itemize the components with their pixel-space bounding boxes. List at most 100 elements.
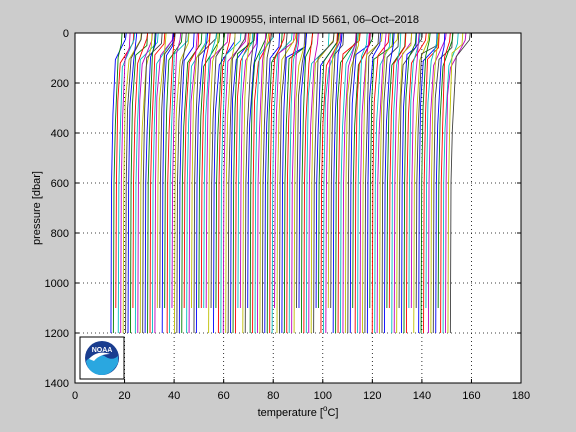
temperature-profile <box>293 32 306 334</box>
temperature-profile <box>203 32 217 309</box>
temperature-profile <box>200 32 211 309</box>
temperature-profile <box>183 32 200 309</box>
y-tick-label: 1000 <box>45 278 69 290</box>
temperature-profile <box>249 32 268 334</box>
temperature-profile <box>423 32 440 334</box>
temperature-profile <box>149 32 166 334</box>
temperature-profile <box>366 32 381 334</box>
temperature-profile <box>257 32 267 334</box>
x-tick-label: 180 <box>512 390 530 402</box>
temperature-profile <box>432 32 454 334</box>
profile-lines <box>110 32 471 334</box>
temperature-profile <box>188 32 198 334</box>
temperature-profile <box>110 32 127 334</box>
temperature-profile <box>327 32 341 309</box>
temperature-profile <box>330 32 345 309</box>
temperature-profile <box>156 32 167 309</box>
temperature-profile <box>178 32 195 334</box>
temperature-profile <box>154 32 174 334</box>
temperature-profile <box>278 32 288 334</box>
y-axis-label: pressure [dbar] <box>31 171 43 245</box>
temperature-profile <box>169 32 189 334</box>
temperature-profile <box>291 32 300 334</box>
y-tick-labels: 0 200 400 600 800 1000 1200 1400 <box>45 28 69 390</box>
temperature-profile <box>127 32 138 334</box>
axes-frame <box>74 32 522 384</box>
temperature-profile <box>322 32 343 334</box>
temperature-profile <box>427 32 447 334</box>
logo-text: NOAA <box>92 347 113 354</box>
temperature-profile <box>120 32 131 334</box>
temperature-profile <box>151 32 175 334</box>
temperature-profile <box>147 32 156 334</box>
temperature-profile <box>410 32 420 309</box>
x-tick-label: 60 <box>218 390 230 402</box>
temperature-profile <box>374 32 391 334</box>
temperature-profile <box>261 32 273 334</box>
temperature-profile <box>220 32 242 334</box>
temperature-profile <box>379 32 399 334</box>
temperature-profile <box>252 32 271 334</box>
temperature-profile <box>318 32 339 309</box>
x-tick-label: 80 <box>267 390 279 402</box>
temperature-profile <box>449 32 471 334</box>
temperature-profile <box>132 32 149 309</box>
temperature-profile <box>440 32 451 334</box>
y-tick-label: 1200 <box>45 328 69 340</box>
x-axis-label: temperature [oC] <box>258 404 339 419</box>
temperature-profile <box>198 32 221 309</box>
temperature-profile <box>276 32 297 334</box>
temperature-profile <box>313 32 335 334</box>
temperature-profile <box>381 32 400 334</box>
temperature-profile <box>225 32 236 334</box>
temperature-profile <box>437 32 454 309</box>
temperature-profile <box>112 32 123 334</box>
temperature-profile <box>403 32 417 334</box>
temperature-profile <box>244 32 255 334</box>
noaa-logo: NOAA <box>79 336 125 380</box>
temperature-profile <box>369 32 394 309</box>
temperature-profile <box>186 32 207 334</box>
temperature-profile <box>430 32 440 334</box>
temperature-profile <box>237 32 254 309</box>
temperature-profile <box>144 32 157 334</box>
temperature-profile <box>388 32 407 309</box>
logo-bird <box>89 352 110 361</box>
temperature-profile <box>420 32 431 334</box>
chart-title: WMO ID 1900955, internal ID 5661, 06–Oct… <box>175 14 419 26</box>
temperature-profile <box>447 32 464 334</box>
x-tick-label: 20 <box>118 390 130 402</box>
temperature-profile <box>435 32 446 334</box>
temperature-profile <box>376 32 387 334</box>
temperature-profile <box>364 32 380 334</box>
temperature-profile <box>352 32 374 309</box>
temperature-profile <box>134 32 159 334</box>
temperature-profile <box>288 32 299 334</box>
x-tick-label: 160 <box>462 390 480 402</box>
temperature-profile <box>242 32 251 334</box>
temperature-profile <box>264 32 281 334</box>
temperature-profile <box>208 32 219 334</box>
temperature-profile <box>340 32 359 334</box>
temperature-profile <box>239 32 258 309</box>
temperature-profile <box>173 32 190 334</box>
temperature-profile <box>332 32 343 334</box>
temperature-profile <box>130 32 149 334</box>
temperature-profile <box>254 32 274 334</box>
x-tick-labels: 0 20 40 60 80 100 120 140 160 180 <box>72 390 530 402</box>
y-tick-label: 200 <box>51 78 69 90</box>
temperature-profile <box>413 32 430 334</box>
temperature-profile <box>357 32 368 334</box>
temperature-profile <box>247 32 259 309</box>
x-tick-label: 100 <box>314 390 332 402</box>
temperature-profile <box>308 32 319 334</box>
plot-area <box>74 32 522 384</box>
temperature-profile <box>139 32 153 334</box>
y-tick-label: 400 <box>51 128 69 140</box>
temperature-profile <box>205 32 229 309</box>
temperature-profile <box>142 32 163 334</box>
temperature-profile <box>425 32 438 309</box>
temperature-profile <box>347 32 358 334</box>
temperature-profile <box>117 32 136 334</box>
temperature-profile <box>271 32 293 334</box>
